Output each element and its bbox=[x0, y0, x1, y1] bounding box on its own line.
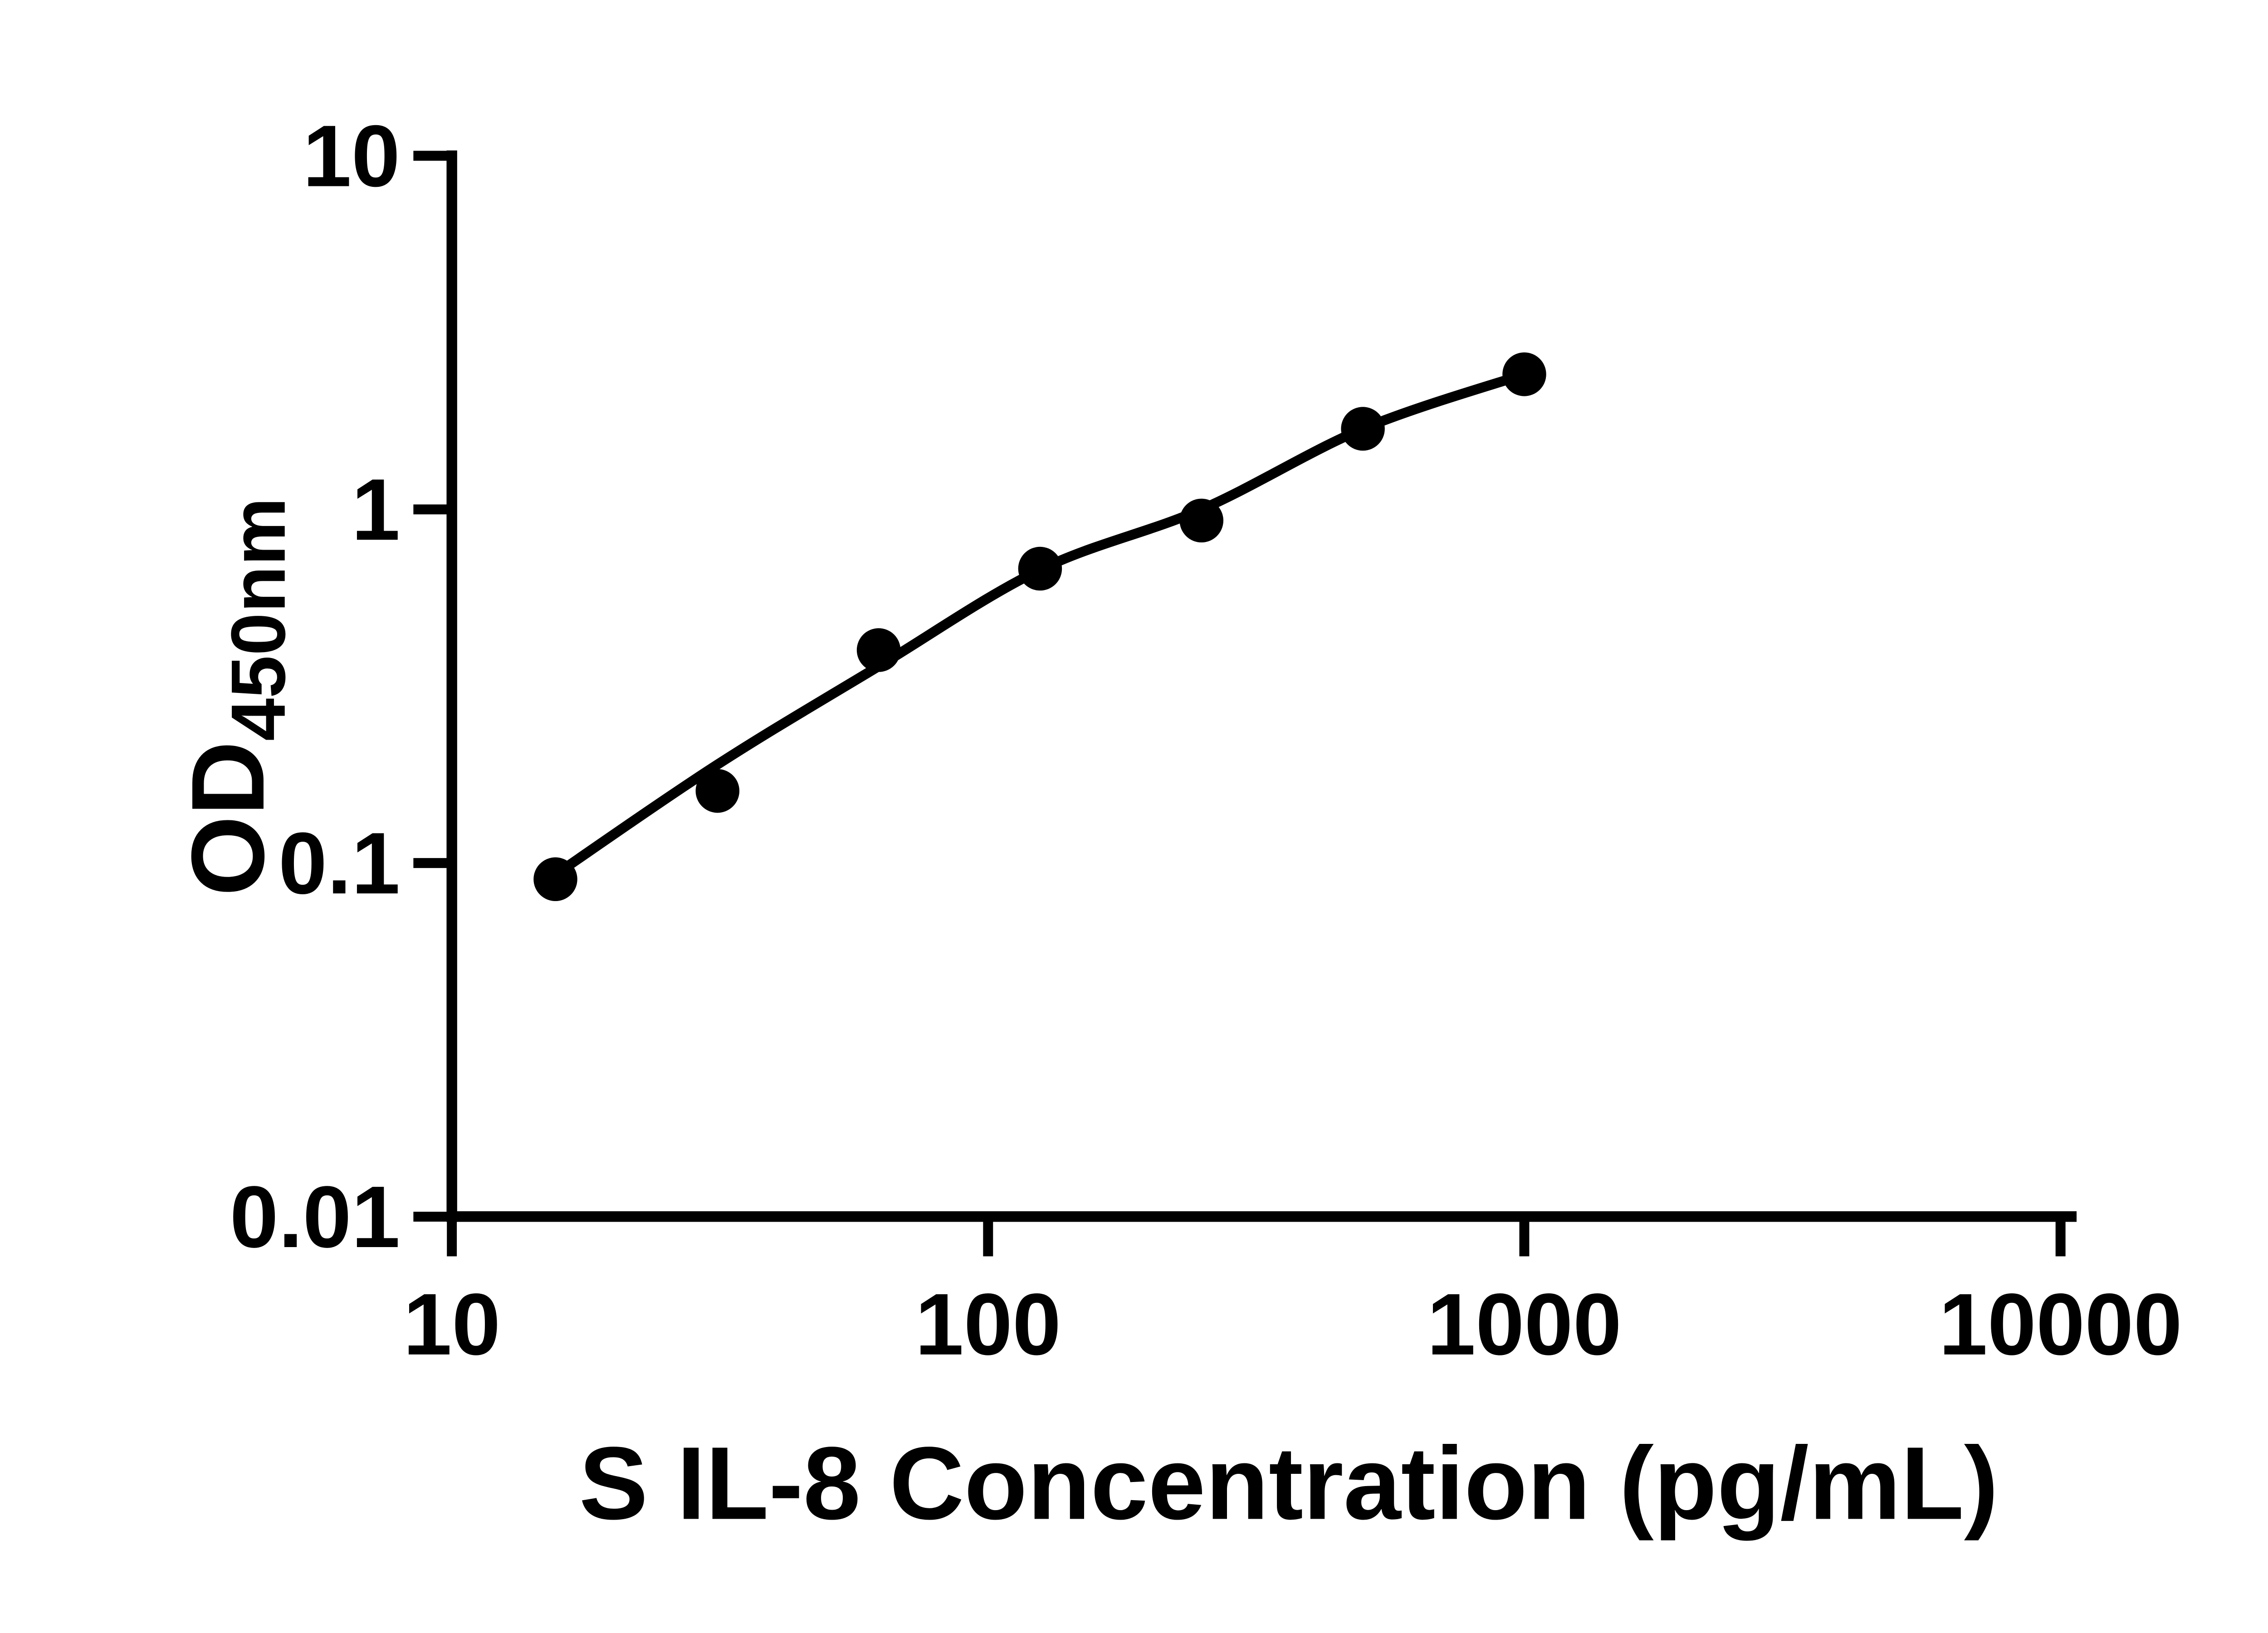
y-axis-title-subscript: 450nm bbox=[215, 497, 301, 741]
y-tick-label: 10 bbox=[303, 107, 400, 205]
y-axis-title: OD450nm bbox=[171, 497, 301, 896]
x-tick-label: 10 bbox=[403, 1275, 501, 1373]
x-tick-label: 1000 bbox=[1427, 1275, 1622, 1373]
data-point bbox=[1179, 498, 1224, 543]
y-tick-label: 0.1 bbox=[279, 814, 400, 912]
data-point bbox=[1341, 407, 1385, 451]
x-tick-label: 10000 bbox=[1939, 1275, 2182, 1373]
data-point bbox=[1018, 546, 1062, 591]
x-tick-label: 100 bbox=[915, 1275, 1061, 1373]
data-point bbox=[856, 628, 901, 672]
chart-canvas: 10 1 0.1 0.01 10 100 1000 10000 S IL-8 Concent… bbox=[18, 7, 2268, 1599]
elisa-standard-curve-figure: 10 1 0.1 0.01 10 100 1000 10000 S IL-8 Concent… bbox=[18, 7, 2268, 1599]
data-point bbox=[695, 769, 740, 813]
x-axis-title: S IL-8 Concentration (pg/mL) bbox=[579, 1426, 1999, 1541]
y-tick-label: 1 bbox=[352, 460, 400, 558]
plot-background bbox=[18, 7, 2268, 1599]
data-points-layer bbox=[533, 352, 1546, 902]
data-point bbox=[1502, 352, 1546, 396]
y-axis-title-main: OD bbox=[171, 741, 286, 896]
data-point bbox=[533, 857, 577, 902]
x-axis-ticks: 10 100 1000 10000 bbox=[403, 1216, 2182, 1373]
y-axis-ticks: 10 1 0.1 0.01 bbox=[230, 107, 452, 1266]
y-tick-label: 0.01 bbox=[230, 1168, 401, 1266]
